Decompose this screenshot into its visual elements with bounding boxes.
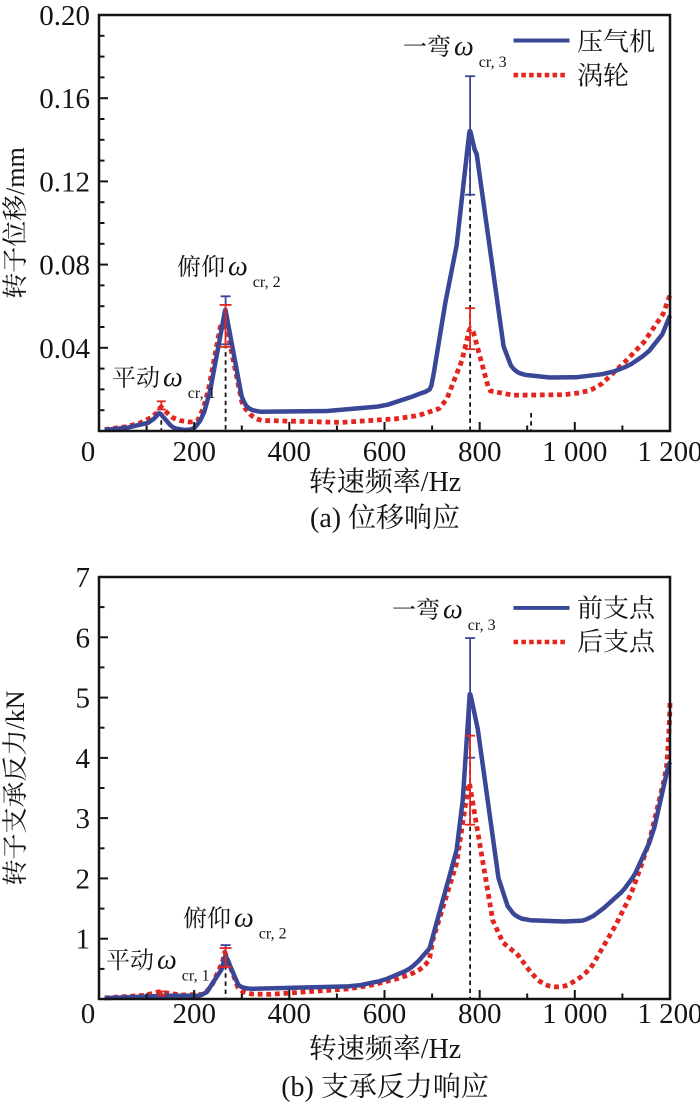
- svg-text:0.12: 0.12: [39, 166, 90, 198]
- svg-text:200: 200: [172, 998, 216, 1030]
- svg-text:1: 1: [76, 924, 91, 956]
- svg-text:0.04: 0.04: [39, 333, 90, 365]
- svg-text:/Hz: /Hz: [421, 1034, 461, 1065]
- svg-text:(a): (a): [310, 503, 348, 534]
- svg-text:cr, 1: cr, 1: [188, 385, 216, 402]
- svg-text:ω: ω: [234, 903, 254, 934]
- svg-text:1 200: 1 200: [637, 998, 700, 1030]
- svg-text:400: 400: [268, 436, 312, 468]
- svg-text:800: 800: [458, 436, 502, 468]
- svg-text:ω: ω: [454, 31, 474, 62]
- svg-text:6: 6: [76, 622, 91, 654]
- svg-text:1 200: 1 200: [637, 436, 700, 468]
- svg-text:/Hz: /Hz: [421, 467, 461, 498]
- svg-text:1 000: 1 000: [542, 436, 607, 468]
- svg-text:400: 400: [268, 998, 312, 1030]
- svg-text:/kN: /kN: [1, 690, 30, 729]
- svg-text:/mm: /mm: [1, 147, 30, 195]
- svg-text:0: 0: [81, 436, 96, 468]
- svg-text:4: 4: [76, 743, 91, 775]
- svg-text:200: 200: [172, 436, 216, 468]
- svg-text:1 000: 1 000: [542, 998, 607, 1030]
- svg-text:ω: ω: [443, 594, 463, 625]
- svg-text:cr, 3: cr, 3: [479, 54, 507, 71]
- svg-text:ω: ω: [163, 362, 183, 393]
- svg-text:0.16: 0.16: [39, 83, 90, 115]
- svg-text:2: 2: [76, 863, 91, 895]
- svg-text:5: 5: [76, 683, 91, 715]
- svg-text:cr, 1: cr, 1: [182, 968, 210, 985]
- svg-text:0.20: 0.20: [39, 0, 90, 32]
- svg-text:0.08: 0.08: [39, 250, 90, 282]
- svg-text:cr, 2: cr, 2: [253, 274, 281, 291]
- svg-text:600: 600: [363, 998, 407, 1030]
- svg-text:7: 7: [76, 562, 91, 594]
- svg-text:ω: ω: [228, 251, 248, 282]
- svg-text:600: 600: [363, 436, 407, 468]
- svg-text:cr, 3: cr, 3: [468, 617, 496, 634]
- svg-text:0: 0: [81, 998, 96, 1030]
- svg-text:800: 800: [458, 998, 502, 1030]
- svg-text:cr, 2: cr, 2: [259, 926, 287, 943]
- svg-text:3: 3: [76, 803, 91, 835]
- svg-text:ω: ω: [157, 945, 177, 976]
- svg-text:(b): (b): [281, 1072, 321, 1103]
